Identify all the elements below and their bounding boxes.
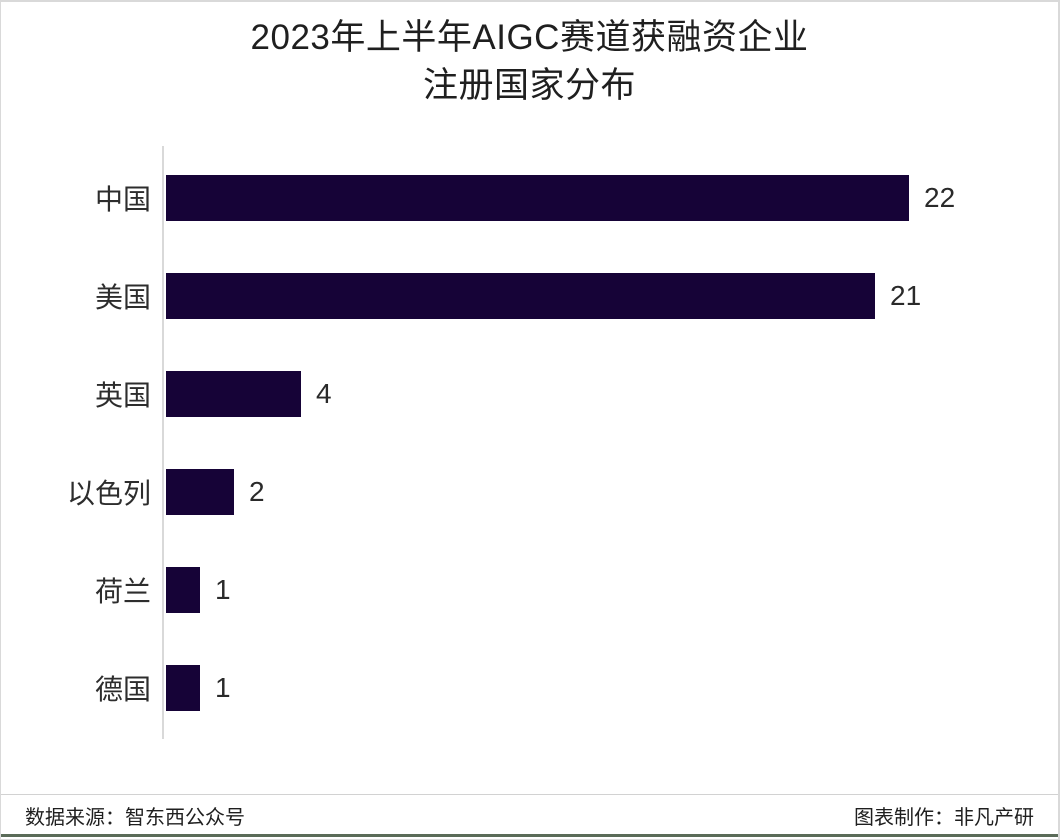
bar <box>166 273 875 319</box>
footer: 数据来源：智东西公众号 图表制作：非凡产研 <box>1 794 1058 835</box>
value-label: 4 <box>316 378 332 409</box>
bar <box>166 567 200 613</box>
value-label: 2 <box>249 476 265 507</box>
data-source-label: 数据来源：智东西公众号 <box>25 806 245 829</box>
chart-title: 2023年上半年AIGC赛道获融资企业 注册国家分布 <box>1 14 1058 110</box>
value-label: 21 <box>890 280 922 311</box>
chart-row: 德国 1 <box>1 639 1058 737</box>
footer-bottom-rule <box>1 834 1058 837</box>
category-label: 以色列 <box>66 478 151 509</box>
category-label: 美国 <box>94 282 151 313</box>
bar-chart-rows: 中国 22 美国 21 英国 4 以色列 2 荷兰 1 德国 1 <box>1 149 1058 737</box>
bar <box>166 469 234 515</box>
value-label: 22 <box>924 182 956 213</box>
y-axis-line <box>162 146 164 739</box>
chart-row: 英国 4 <box>1 345 1058 443</box>
chart-title-line-1: 2023年上半年AIGC赛道获融资企业 <box>250 18 809 57</box>
bar <box>166 175 909 221</box>
chart-credit-label: 图表制作：非凡产研 <box>854 806 1034 829</box>
chart-row: 中国 22 <box>1 149 1058 247</box>
chart-row: 以色列 2 <box>1 443 1058 541</box>
category-label: 德国 <box>94 674 151 705</box>
chart-title-line-2: 注册国家分布 <box>422 66 636 105</box>
category-label: 英国 <box>94 380 151 411</box>
bar <box>166 665 200 711</box>
value-label: 1 <box>215 574 231 605</box>
chart-row: 美国 21 <box>1 247 1058 345</box>
category-label: 荷兰 <box>94 576 151 607</box>
bar <box>166 371 301 417</box>
chart-row: 荷兰 1 <box>1 541 1058 639</box>
value-label: 1 <box>215 672 231 703</box>
category-label: 中国 <box>94 184 151 215</box>
